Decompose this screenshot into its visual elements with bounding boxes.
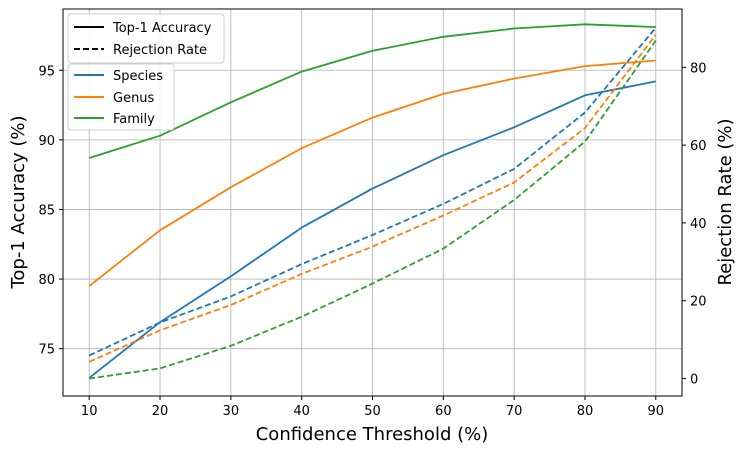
y-left-tick-label: 80 [38, 273, 55, 288]
series-family-rejection-line [89, 39, 657, 380]
y-right-tick-label: 80 [690, 61, 707, 76]
x-tick-label: 70 [506, 404, 523, 419]
x-tick-label: 80 [577, 404, 594, 419]
x-axis-label: Confidence Threshold (%) [256, 424, 489, 445]
x-tick-label: 50 [364, 404, 381, 419]
series-family-accuracy-line [88, 23, 656, 159]
series-species-rejection-line [88, 27, 657, 357]
y-left-tick-label: 90 [38, 134, 55, 149]
legend-label-family: Family [113, 112, 155, 127]
legend-label-accuracy: Top-1 Accuracy [112, 21, 212, 36]
y-axis-label-right: Rejection Rate (%) [715, 118, 736, 285]
y-left-tick-label: 85 [38, 203, 55, 218]
y-right-tick-label: 20 [690, 295, 707, 310]
x-tick-label: 60 [435, 404, 452, 419]
legend-label-genus: Genus [113, 91, 155, 106]
series-legend-box [67, 63, 175, 131]
y-left-tick-label: 75 [38, 343, 55, 358]
legend-label-species: Species [113, 69, 163, 84]
chart-series [88, 23, 657, 380]
y-left-axis-ticks: 75 80 85 90 95 [38, 64, 63, 358]
y-right-tick-label: 0 [690, 372, 698, 387]
y-left-tick-label: 95 [38, 64, 55, 79]
x-tick-label: 10 [81, 404, 98, 419]
series-species-accuracy-line [88, 80, 656, 379]
series-genus-accuracy-line [88, 59, 656, 287]
legend-label-rejection: Rejection Rate [113, 43, 207, 58]
y-right-tick-label: 40 [690, 217, 707, 232]
y-right-tick-label: 60 [690, 139, 707, 154]
x-tick-label: 90 [648, 404, 665, 419]
line-style-legend-box [67, 13, 225, 64]
y-right-axis-ticks: 0 20 40 60 80 [682, 61, 707, 387]
x-axis-ticks: 10 20 30 40 50 60 70 80 90 [81, 396, 664, 419]
y-axis-label-left: Top-1 Accuracy (%) [8, 115, 29, 289]
x-tick-label: 40 [293, 404, 310, 419]
x-tick-label: 30 [223, 404, 240, 419]
line-style-legend: Top-1 Accuracy Rejection Rate [67, 13, 225, 64]
grid-lines [63, 9, 682, 396]
x-tick-label: 20 [152, 404, 169, 419]
series-legend: Species Genus Family [67, 63, 175, 131]
series-genus-rejection-line [88, 34, 657, 363]
